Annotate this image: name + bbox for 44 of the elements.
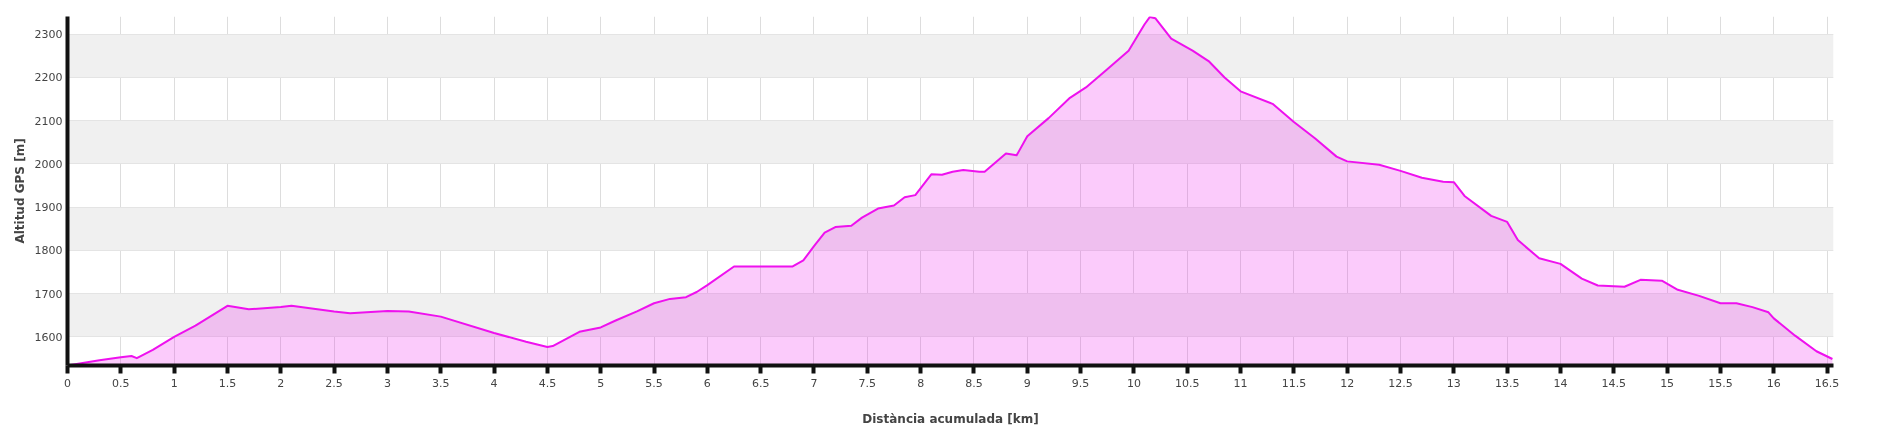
x-tick-label: 11.5 <box>1281 376 1307 390</box>
x-tick-label: 10.5 <box>1175 376 1200 390</box>
x-tick-label: 12.5 <box>1388 376 1413 390</box>
x-tick-label: 1 <box>170 376 178 390</box>
x-tick-label: 0 <box>64 376 71 390</box>
x-tick-label: 11 <box>1233 376 1248 390</box>
y-tick-label: 2000 <box>34 157 63 171</box>
x-tick-label: 12 <box>1340 376 1355 390</box>
x-tick-label: 1.5 <box>218 376 237 390</box>
x-tick-label: 16.5 <box>1814 376 1840 390</box>
x-tick-label: 15 <box>1660 376 1675 390</box>
x-tick-label: 10 <box>1126 376 1141 390</box>
x-tick-label: 9.5 <box>1071 376 1090 390</box>
x-tick-label: 6 <box>703 376 711 390</box>
x-tick-label: 7 <box>810 376 818 390</box>
x-tick-label: 4 <box>490 376 498 390</box>
x-tick-label: 3.5 <box>432 376 450 390</box>
x-tick-label: 0.5 <box>112 376 130 390</box>
x-tick-label: 16 <box>1766 376 1781 390</box>
x-tick-label: 6.5 <box>751 376 770 390</box>
x-tick-label: 8 <box>917 376 925 390</box>
x-tick-label: 2 <box>277 376 285 390</box>
x-axis-title: Distància acumulada [km] <box>862 411 1039 426</box>
y-tick-label: 1900 <box>34 201 63 215</box>
y-tick-label: 2200 <box>34 71 63 85</box>
x-tick-label: 3 <box>383 376 391 390</box>
x-tick-label: 7.5 <box>858 376 877 390</box>
y-tick-label: 2300 <box>34 28 63 42</box>
x-tick-label: 8.5 <box>965 376 983 390</box>
x-tick-label: 13.5 <box>1494 376 1520 390</box>
y-axis-title: Altitud GPS [m] <box>12 138 27 244</box>
x-tick-label: 13 <box>1446 376 1461 390</box>
y-tick-label: 1600 <box>34 330 63 344</box>
y-tick-label: 1700 <box>34 287 63 301</box>
x-tick-label: 15.5 <box>1708 376 1733 390</box>
y-tick-label: 1800 <box>34 244 63 258</box>
x-tick-label: 14.5 <box>1601 376 1627 390</box>
x-tick-label: 2.5 <box>325 376 343 390</box>
x-tick-label: 5 <box>597 376 605 390</box>
x-tick-label: 4.5 <box>538 376 557 390</box>
x-tick-label: 9 <box>1023 376 1031 390</box>
x-tick-label: 5.5 <box>645 376 663 390</box>
y-tick-label: 2100 <box>34 114 63 128</box>
x-tick-label: 14 <box>1553 376 1568 390</box>
